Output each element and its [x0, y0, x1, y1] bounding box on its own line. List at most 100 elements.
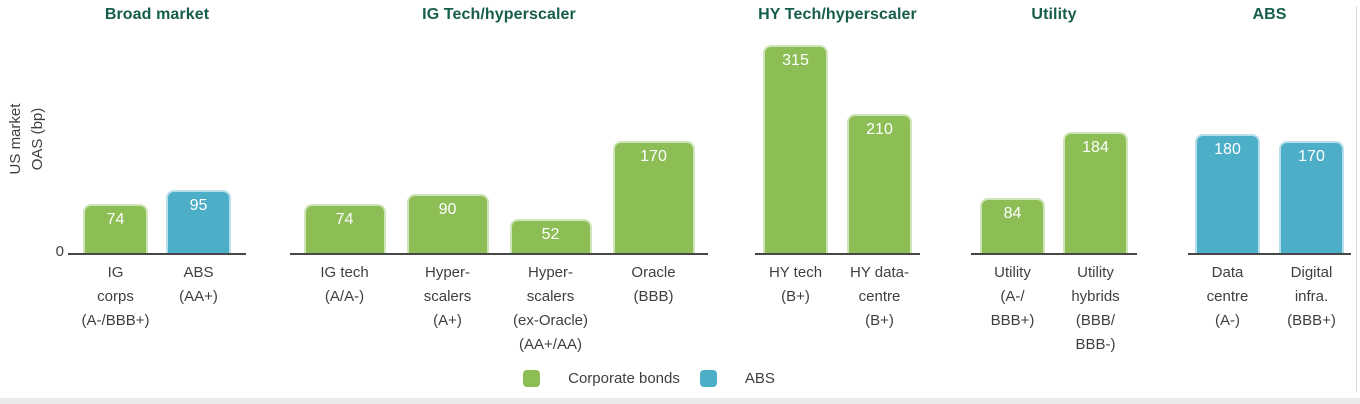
legend: Corporate bonds ABS — [0, 367, 1298, 389]
plot-area: 84 184 — [971, 45, 1137, 253]
category-label-line: infra. — [1294, 288, 1329, 305]
category-label: HY tech (B+) — [769, 261, 822, 309]
category-label-line: (BBB) — [633, 288, 674, 305]
y-axis-label-line: US market — [7, 103, 24, 175]
category-label-line: (A-/BBB+) — [81, 312, 150, 329]
category-label: Utility hybrids (BBB/BBB-) — [1071, 261, 1119, 357]
category-label: Hyper-scalers (A+) — [424, 261, 472, 333]
bar-value-label: 84 — [1003, 205, 1022, 222]
category-label-line: Hyper- — [527, 264, 574, 281]
category-label: IG tech (A/A-) — [320, 261, 368, 309]
x-axis-line — [290, 253, 708, 255]
category-label-line: (A+) — [433, 312, 462, 329]
legend-swatch-abs — [699, 369, 717, 387]
category-label: IG corps (A-/BBB+) — [82, 261, 150, 333]
category-labels-row: Data centre (A-) Digital infra. (BBB+) — [1188, 261, 1351, 361]
group-title: Broad market — [104, 6, 210, 23]
legend-swatch-corporate-bonds — [523, 369, 541, 387]
bar-column: 95 — [166, 45, 231, 253]
bar-value-label: 315 — [782, 52, 809, 69]
bar-value-label: 52 — [541, 226, 560, 243]
category-label-cell: HY data-centre (B+) — [847, 261, 912, 361]
category-label-cell: Data centre (A-) — [1195, 261, 1260, 361]
y-axis-zero-tick: 0 — [55, 243, 64, 260]
x-axis-line — [1188, 253, 1351, 255]
category-label: Oracle (BBB) — [631, 261, 675, 309]
category-label-line: (A-) — [1214, 312, 1240, 329]
x-axis-line — [68, 253, 246, 255]
category-label-line: (BBB/ — [1075, 312, 1116, 329]
category-label-cell: Hyper-scalers (A+) — [407, 261, 489, 361]
category-label-line: ABS — [183, 264, 214, 281]
bar-value-label: 95 — [189, 197, 208, 214]
bar-column: 210 — [847, 45, 912, 253]
category-label-cell: Oracle (BBB) — [613, 261, 695, 361]
category-label: Data centre (A-) — [1207, 261, 1249, 333]
bar-utility: 84 — [980, 198, 1045, 253]
category-label-line: (BBB+) — [1287, 312, 1336, 329]
bar-hyper: 52 — [509, 219, 592, 253]
legend-label: Corporate bonds — [568, 369, 680, 387]
bar-ig: 74 — [83, 204, 148, 253]
bar-abs: 95 — [166, 190, 231, 253]
category-label-line: (AA+) — [179, 288, 218, 305]
x-axis-line — [755, 253, 920, 255]
category-label-line: BBB-) — [1075, 336, 1116, 353]
bar-hyper: 90 — [406, 194, 489, 253]
category-label-line: (B+) — [781, 288, 810, 305]
bar-column: 170 — [612, 45, 695, 253]
plot-area: 74 90 52 170 — [290, 45, 708, 253]
category-label-line: scalers — [423, 288, 472, 305]
category-labels-row: IG corps (A-/BBB+) ABS (AA+) — [68, 261, 246, 361]
chart-group-broad-market: Broad market 74 95 IG corps (A-/BBB+) ABS (AA+) — [68, 0, 246, 404]
category-label: Hyper-scalers (ex-Oracle) (AA+/AA) — [513, 261, 588, 357]
category-labels-row: HY tech (B+) HY data-centre (B+) — [755, 261, 920, 361]
category-label-cell: Digital infra. (BBB+) — [1279, 261, 1344, 361]
plot-area: 180 170 — [1188, 45, 1351, 253]
bottom-divider-strip — [0, 398, 1360, 404]
plot-area: 315 210 — [755, 45, 920, 253]
chart-group-abs: ABS 180 170 Data centre (A-) Digital infra. (BBB… — [1188, 0, 1351, 404]
category-label-cell: ABS (AA+) — [166, 261, 231, 361]
category-label-line: (A-/ — [1000, 288, 1025, 305]
category-label-line: IG — [107, 264, 124, 281]
category-label-cell: Hyper-scalers (ex-Oracle) (AA+/AA) — [510, 261, 592, 361]
category-label-line: IG tech — [320, 264, 369, 281]
category-label-cell: HY tech (B+) — [763, 261, 828, 361]
category-label-line: HY tech — [768, 264, 823, 281]
bar-column: 84 — [980, 45, 1045, 253]
category-label-cell: IG corps (A-/BBB+) — [82, 261, 150, 361]
category-label-line: (B+) — [865, 312, 894, 329]
y-axis-label-line: OAS (bp) — [29, 107, 46, 171]
category-label-line: HY data- — [850, 264, 909, 281]
right-divider-line — [1356, 6, 1357, 392]
category-label-line: Utility — [994, 264, 1031, 281]
bar-ig-tech: 74 — [303, 204, 386, 253]
bar-value-label: 184 — [1082, 139, 1109, 156]
bar-value-label: 210 — [866, 121, 893, 138]
bar-value-label: 90 — [438, 201, 457, 218]
bar-digital: 170 — [1279, 141, 1344, 253]
bar-column: 90 — [406, 45, 489, 253]
category-label-line: BBB+) — [990, 312, 1035, 329]
category-label: ABS (AA+) — [179, 261, 218, 309]
category-labels-row: IG tech (A/A-) Hyper-scalers (A+) Hyper-scal… — [290, 261, 708, 361]
group-title: ABS — [1252, 6, 1287, 23]
bar-data: 180 — [1195, 134, 1260, 253]
category-label-cell: Utility (A-/ BBB+) — [980, 261, 1045, 361]
bar-column: 315 — [763, 45, 828, 253]
group-title: Utility — [1031, 6, 1077, 23]
bar-value-label: 74 — [335, 211, 354, 228]
category-label: HY data-centre (B+) — [850, 261, 909, 333]
bar-hy-tech: 315 — [763, 45, 828, 253]
category-label: Utility (A-/ BBB+) — [991, 261, 1035, 333]
chart-group-ig-tech-hyperscaler: IG Tech/hyperscaler 74 90 52 170 IG tech (A/A-… — [290, 0, 708, 404]
legend-label: ABS — [744, 369, 775, 387]
bar-column: 184 — [1063, 45, 1128, 253]
group-title: IG Tech/hyperscaler — [422, 6, 576, 23]
bar-value-label: 180 — [1214, 141, 1241, 158]
category-label-line: Hyper- — [424, 264, 471, 281]
category-label-line: Oracle — [631, 264, 676, 281]
category-label-line: Data — [1211, 264, 1244, 281]
